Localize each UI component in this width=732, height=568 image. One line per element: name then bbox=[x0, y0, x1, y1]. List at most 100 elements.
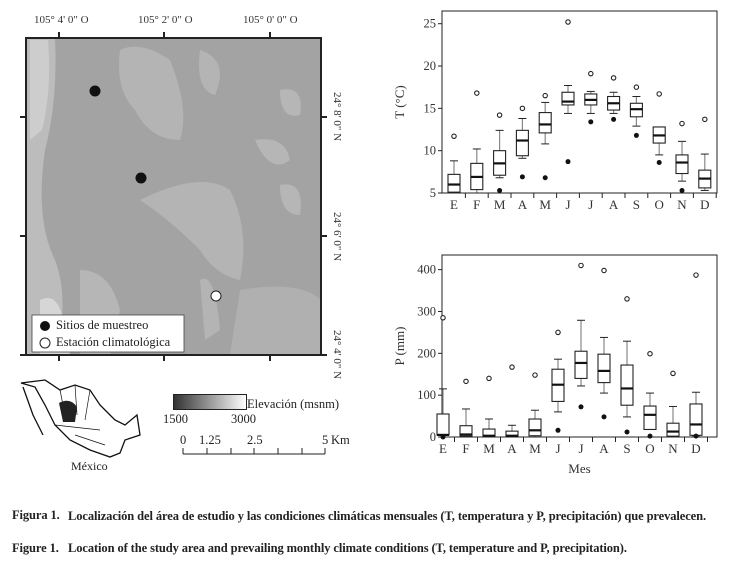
outlier-low bbox=[693, 433, 699, 439]
x-tick-label: J bbox=[578, 441, 583, 456]
box bbox=[620, 364, 634, 406]
x-tick-label: F bbox=[462, 441, 469, 456]
outlier-high bbox=[474, 90, 480, 96]
outlier-high bbox=[647, 350, 653, 357]
x-tick-label: D bbox=[700, 197, 709, 212]
climate-station-legend-icon bbox=[39, 337, 51, 349]
box bbox=[528, 418, 542, 437]
legend-climate-station: Estación climatológica bbox=[56, 335, 171, 349]
y-tick-label: 25 bbox=[424, 17, 437, 31]
plot-frame bbox=[441, 254, 718, 438]
outlier-low bbox=[624, 429, 630, 435]
box bbox=[515, 129, 529, 157]
scale-tick: 0 bbox=[180, 433, 187, 447]
outlier-high bbox=[519, 105, 526, 112]
sampling-site-marker bbox=[135, 172, 147, 184]
x-tick-label: M bbox=[494, 197, 506, 212]
x-tick-label: O bbox=[655, 197, 664, 212]
x-tick-label: F bbox=[473, 197, 480, 212]
y-tick-label: 10 bbox=[424, 144, 437, 158]
durango-state-highlight bbox=[59, 400, 77, 422]
elevation-gradient-bar bbox=[173, 394, 247, 410]
outlier-high bbox=[588, 70, 594, 77]
outlier-low bbox=[679, 187, 685, 193]
box bbox=[666, 422, 680, 437]
outlier-high bbox=[578, 262, 584, 269]
box bbox=[597, 353, 611, 384]
outlier-high bbox=[656, 91, 662, 97]
outlier-low bbox=[555, 427, 561, 433]
x-tick-label: J bbox=[588, 197, 593, 212]
x-tick-label: M bbox=[483, 441, 495, 456]
outlier-high bbox=[532, 372, 538, 378]
x-tick-label: D bbox=[691, 441, 700, 456]
box bbox=[436, 413, 450, 436]
outlier-high bbox=[542, 92, 548, 99]
y-axis-label: T (°C) bbox=[392, 85, 407, 118]
outlier-high bbox=[601, 267, 607, 274]
outlier-high bbox=[693, 272, 699, 278]
elevation-max: 3000 bbox=[231, 412, 256, 426]
outlier-high bbox=[496, 112, 503, 118]
outlier-high bbox=[702, 116, 708, 123]
outlier-low bbox=[578, 404, 584, 410]
map-legend bbox=[31, 314, 185, 353]
elevation-title: Elevación (msnm) bbox=[247, 397, 339, 411]
y-tick-label: 400 bbox=[417, 263, 436, 277]
x-tick-label: N bbox=[677, 197, 687, 212]
scale-tick: 2.5 bbox=[247, 433, 263, 447]
x-tick-label: M bbox=[539, 197, 551, 212]
outlier-high bbox=[555, 329, 561, 336]
outlier-high bbox=[633, 84, 640, 90]
y-tick-label: 0 bbox=[430, 430, 436, 444]
y-axis-label: P (mm) bbox=[392, 327, 407, 366]
x-tick-label: A bbox=[609, 197, 619, 212]
outlier-low bbox=[588, 119, 594, 125]
sampling-site-marker bbox=[89, 85, 101, 97]
caption-en-text: Location of the study area and prevailin… bbox=[68, 541, 627, 555]
x-tick-label: A bbox=[599, 441, 609, 456]
x-axis-label: Mes bbox=[568, 461, 590, 476]
scale-bar bbox=[182, 448, 326, 455]
study-area-map bbox=[20, 32, 327, 361]
sampling-site-legend-icon bbox=[40, 321, 50, 331]
outlier-low bbox=[497, 187, 503, 193]
outlier-high bbox=[440, 315, 446, 321]
outlier-high bbox=[670, 370, 676, 377]
scale-unit: Km bbox=[331, 433, 350, 447]
legend-sampling-sites: Sitios de muestreo bbox=[56, 318, 149, 332]
longitude-label: 105° 4' 0" O bbox=[34, 14, 89, 26]
x-tick-label: E bbox=[450, 197, 458, 212]
x-tick-label: O bbox=[645, 441, 654, 456]
elevation-min: 1500 bbox=[163, 412, 188, 426]
box bbox=[689, 403, 703, 436]
caption-es-label: Figura 1. bbox=[12, 508, 60, 522]
y-tick-label: 15 bbox=[424, 101, 437, 115]
x-tick-label: N bbox=[668, 441, 678, 456]
y-tick-label: 300 bbox=[417, 304, 436, 318]
outlier-low bbox=[565, 159, 571, 165]
outlier-high bbox=[679, 120, 685, 127]
box bbox=[643, 405, 657, 431]
box bbox=[459, 425, 473, 437]
caption-es-text: Localización del área de estudio y las c… bbox=[68, 509, 706, 523]
y-tick-label: 200 bbox=[417, 346, 436, 360]
y-tick-label: 100 bbox=[417, 388, 436, 402]
y-tick-label: 5 bbox=[430, 186, 436, 200]
outlier-low bbox=[611, 116, 617, 122]
caption-en-label: Figure 1. bbox=[12, 541, 59, 555]
outlier-low bbox=[542, 175, 548, 181]
x-tick-label: M bbox=[529, 441, 541, 456]
outlier-high bbox=[610, 75, 617, 81]
outlier-low bbox=[633, 132, 639, 138]
longitude-label: 105° 0' 0" O bbox=[243, 14, 298, 26]
box bbox=[561, 91, 575, 106]
outlier-low bbox=[656, 160, 662, 166]
box bbox=[675, 154, 689, 175]
y-tick-label: 20 bbox=[424, 59, 437, 73]
outlier-high bbox=[463, 378, 469, 385]
